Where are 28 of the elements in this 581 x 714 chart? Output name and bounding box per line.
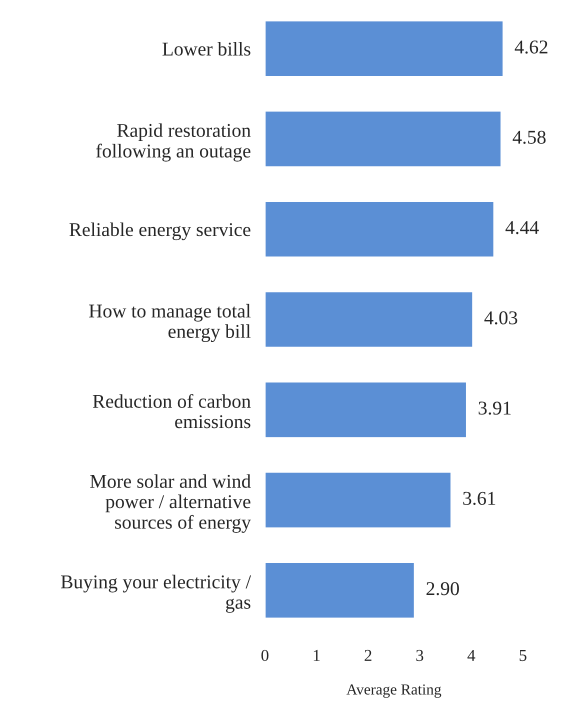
y-tick-label: More solar and wind power / alternative sources of energy [90,474,251,533]
bar [264,20,504,78]
y-tick-label: Reduction of carbon emissions [92,394,251,428]
bar [264,110,502,168]
x-tick-label: 3 [416,650,424,662]
x-tick-label: 5 [520,650,526,662]
data-label: 4.58 [512,130,546,144]
x-axis-title: Average Rating [346,684,442,698]
y-tick-label: How to manage total energy bill [89,304,251,342]
bar [264,290,474,348]
data-label: 2.90 [426,582,459,596]
bar [264,471,452,529]
y-tick-label: Rapid restoration following an outage [96,123,251,162]
data-label: 4.44 [506,221,539,234]
data-label: 4.03 [484,311,518,324]
x-tick-label: 0 [261,650,268,662]
x-tick-label: 2 [364,650,372,661]
data-label: 3.61 [463,492,496,506]
data-label: 4.62 [514,40,548,54]
x-tick-label: 1 [314,650,320,661]
y-tick-label: Reliable energy service [69,222,250,240]
bar [264,562,416,620]
bar [264,381,468,438]
y-tick-label: Lower bills [162,42,250,56]
y-tick-label: Buying your electricity / gas [60,574,252,613]
bar [264,200,495,258]
x-tick-label: 4 [467,650,476,661]
data-label: 3.91 [478,402,511,415]
